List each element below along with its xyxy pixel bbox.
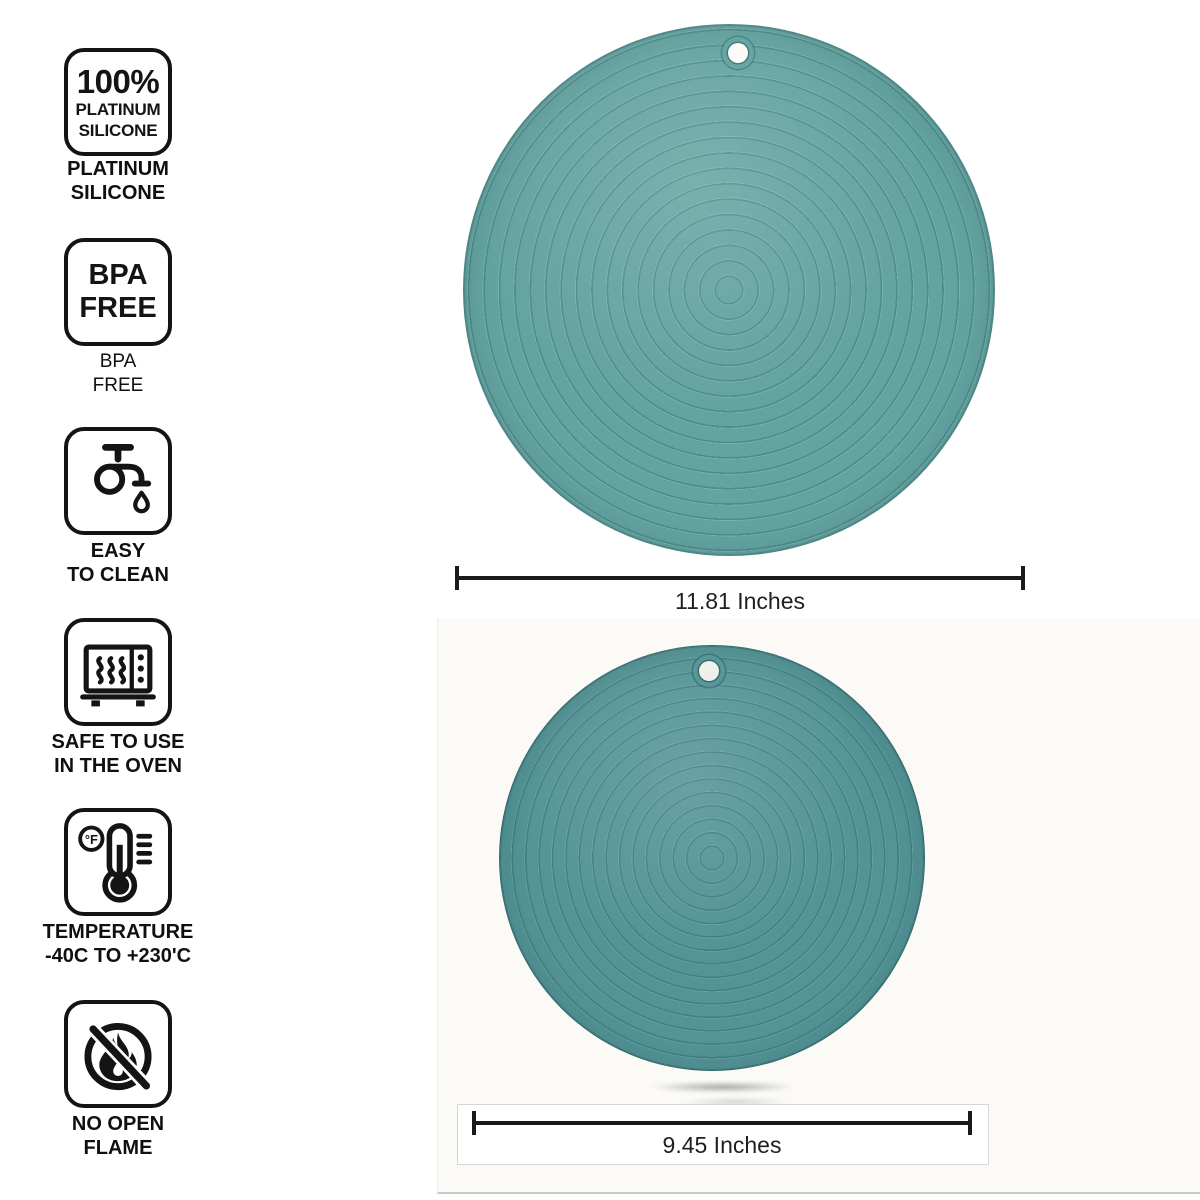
easy-clean-caption: EASY TO CLEAN (67, 540, 169, 586)
large-trivet-photo (463, 24, 995, 556)
small-dimension-box: 9.45 Inches (457, 1104, 989, 1165)
hang-hole (699, 661, 719, 681)
no-open-flame-icon (84, 1022, 153, 1093)
temperature-caption: TEMPERATURE -40C TO +230'C (42, 921, 194, 967)
platinum-caption: PLATINUM SILICONE (67, 158, 169, 204)
thermometer-icon: °F (78, 823, 153, 903)
small-trivet-photo (499, 645, 925, 1071)
oven-safe-badge (64, 618, 172, 726)
trivet-floor-shadow (678, 1098, 793, 1106)
microwave-oven-icon (80, 644, 156, 707)
bpa-caption: BPA FREE (92, 351, 144, 396)
large-dimension-line (455, 566, 1025, 590)
easy-clean-badge (64, 427, 172, 535)
oven-safe-caption: SAFE TO USE IN THE OVEN (51, 731, 185, 777)
badge-text-silicone: SILICONE (78, 120, 158, 140)
badge-text-platinum: PLATINUM (75, 99, 161, 119)
small-dimension-label: 9.45 Inches (662, 1132, 782, 1158)
large-dimension-label: 11.81 Inches (674, 588, 805, 614)
hang-hole (728, 43, 748, 63)
no-flame-caption: NO OPEN FLAME (71, 1113, 165, 1159)
trivet-floor-shadow (648, 1082, 798, 1092)
badge-text-100-percent: 100% (76, 62, 160, 100)
badge-text-bpa: BPA (88, 259, 148, 291)
temperature-badge: °F (64, 808, 172, 916)
no-flame-badge (64, 1000, 172, 1108)
faucet-drop-icon (94, 444, 152, 514)
small-dimension-line (472, 1111, 972, 1135)
bpa-free-badge: BPA FREE (64, 238, 172, 346)
badge-text-free: FREE (79, 292, 157, 324)
svg-text:°F: °F (85, 832, 98, 847)
platinum-silicone-badge: 100% PLATINUM SILICONE (64, 48, 172, 156)
